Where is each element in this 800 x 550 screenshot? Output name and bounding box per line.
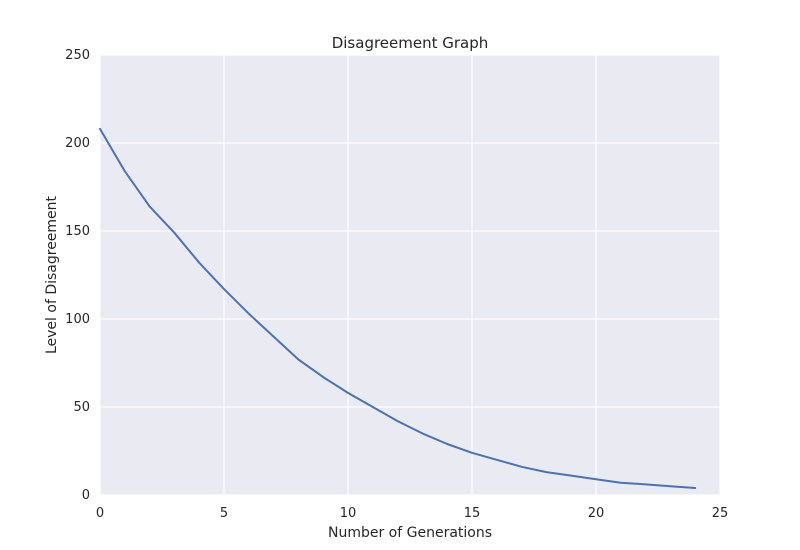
plot-area bbox=[100, 55, 720, 495]
y-tick-label: 150 bbox=[65, 224, 90, 239]
y-tick-label: 200 bbox=[65, 136, 90, 151]
series-line bbox=[99, 127, 697, 489]
x-tick-label: 5 bbox=[220, 506, 228, 521]
y-axis-label: Level of Disagreement bbox=[44, 195, 60, 354]
chart-title: Disagreement Graph bbox=[332, 34, 489, 52]
y-tick-labels: 0 50 100 150 200 250 bbox=[65, 48, 90, 503]
y-tick-label: 250 bbox=[65, 48, 90, 63]
y-tick-label: 0 bbox=[82, 488, 90, 503]
x-tick-label: 10 bbox=[340, 506, 357, 521]
x-tick-label: 15 bbox=[464, 506, 481, 521]
y-tick-label: 100 bbox=[65, 312, 90, 327]
x-tick-label: 25 bbox=[712, 506, 729, 521]
x-axis-label: Number of Generations bbox=[328, 525, 492, 541]
x-tick-label: 0 bbox=[96, 506, 104, 521]
grid bbox=[99, 54, 721, 496]
y-tick-label: 50 bbox=[73, 400, 90, 415]
series-layer bbox=[99, 127, 697, 489]
x-tick-labels: 0 5 10 15 20 25 bbox=[96, 506, 728, 521]
x-tick-label: 20 bbox=[588, 506, 605, 521]
